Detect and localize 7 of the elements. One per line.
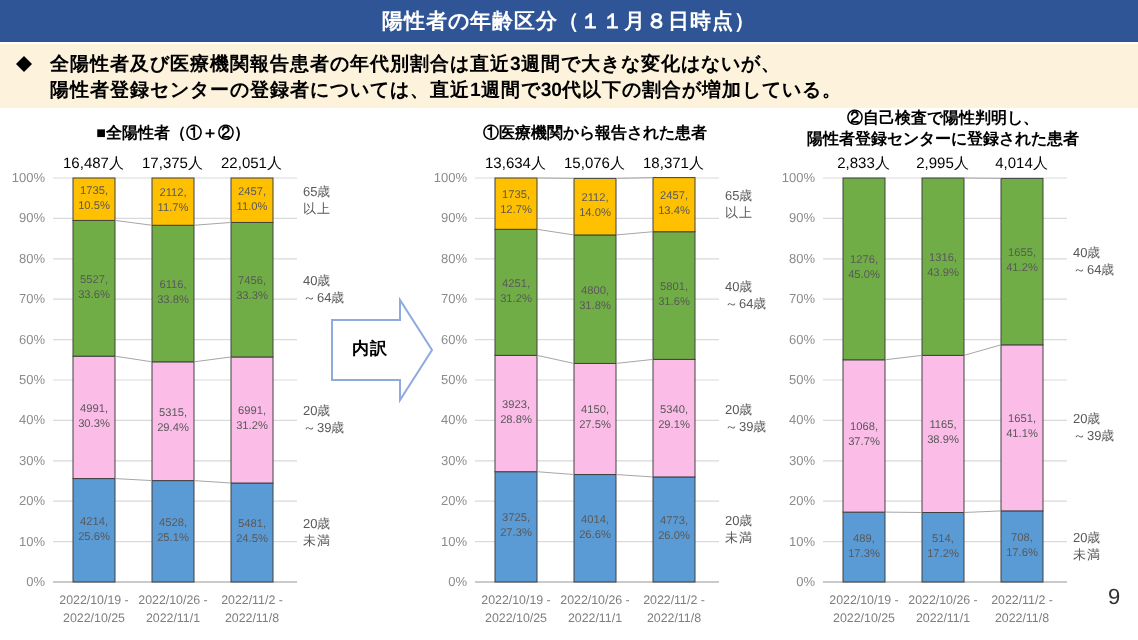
- chart-title: ■全陽性者（①＋②）: [96, 124, 250, 143]
- chart-title: ②自己検査で陽性判明し、陽性者登録センターに登録された患者: [807, 108, 1079, 148]
- text: 全陽性者及び医療機関報告患者の年代別割合は直近3週間で大きな変化はないが、陽性者登録センターの登録者については、直近1週間で30代以下の割合が増加している。: [48, 51, 843, 102]
- text: 9: [1107, 585, 1121, 610]
- text: 陽性者の年齢区分（１１月８日時点）: [382, 7, 756, 34]
- chart-title: ①医療機関から報告された患者: [483, 122, 707, 143]
- text: 内訳: [352, 338, 390, 359]
